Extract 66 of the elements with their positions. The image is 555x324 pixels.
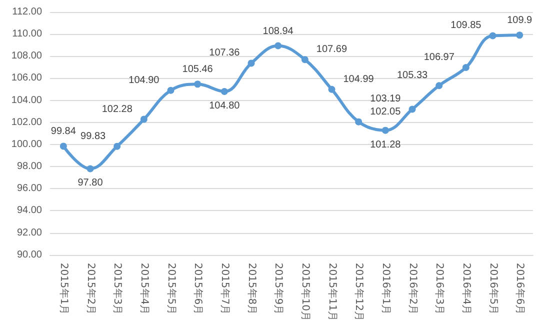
point bbox=[86, 165, 94, 172]
data-label: 99.84 bbox=[50, 126, 76, 138]
point bbox=[167, 86, 174, 94]
point bbox=[274, 42, 282, 50]
y-tick-label: 92.00 bbox=[16, 227, 42, 238]
data-label: 103.19 bbox=[370, 94, 402, 105]
x-tick-label: 2015年6月 bbox=[192, 262, 204, 315]
y-tick-label: 98.00 bbox=[16, 161, 42, 172]
y-tick-label: 90.00 bbox=[16, 249, 42, 260]
x-tick-label: 2015年7月 bbox=[218, 262, 231, 315]
x-tick-label: 2016年1月 bbox=[380, 262, 392, 315]
point bbox=[382, 126, 389, 134]
x-tick-label: 2015年2月 bbox=[84, 262, 97, 315]
point bbox=[220, 88, 228, 95]
point bbox=[516, 32, 524, 39]
x-tick-label: 2015年8月 bbox=[246, 262, 258, 315]
data-label: 105.46 bbox=[182, 64, 214, 76]
data-label: 102.28 bbox=[102, 104, 133, 115]
data-label: 109.85 bbox=[450, 20, 482, 32]
y-tick-label: 96.00 bbox=[16, 183, 42, 194]
x-tick-label: 2016年4月 bbox=[460, 262, 472, 315]
data-label: 107.36 bbox=[209, 48, 240, 59]
y-tick-label: 110.00 bbox=[12, 28, 42, 40]
x-tick-label: 2015年5月 bbox=[165, 262, 178, 315]
x-tick-label: 2015年3月 bbox=[112, 262, 124, 315]
point bbox=[114, 142, 121, 150]
data-label: 107.69 bbox=[316, 44, 348, 56]
x-tick-label: 2015年1月 bbox=[58, 262, 70, 315]
data-label: 99.83 bbox=[80, 130, 106, 142]
data-label: 106.97 bbox=[424, 52, 455, 64]
data-label: 105.33 bbox=[396, 70, 428, 82]
y-tick-label: 108.00 bbox=[11, 50, 42, 62]
data-label: 101.28 bbox=[370, 139, 402, 150]
point bbox=[248, 60, 255, 67]
x-tick-label: 2015年10月 bbox=[299, 262, 312, 322]
x-tick-label: 2016年2月 bbox=[406, 262, 419, 315]
x-tick-label: 2016年6月 bbox=[514, 262, 526, 315]
point bbox=[194, 80, 202, 88]
point bbox=[301, 56, 308, 64]
data-label: 104.80 bbox=[209, 100, 240, 112]
data-label: 97.80 bbox=[78, 178, 104, 189]
y-tick-label: 102.00 bbox=[11, 116, 42, 128]
x-tick-label: 2015年9月 bbox=[272, 262, 285, 315]
point bbox=[140, 116, 148, 123]
y-tick-label: 94.00 bbox=[16, 205, 42, 216]
data-label: 108.94 bbox=[262, 26, 294, 37]
y-tick-label: 104.00 bbox=[11, 94, 42, 106]
y-tick-label: 100.00 bbox=[11, 138, 42, 150]
data-label: 104.99 bbox=[343, 74, 374, 85]
point bbox=[489, 32, 496, 40]
x-tick-label: 2015年11月 bbox=[326, 262, 338, 322]
point bbox=[436, 82, 443, 90]
data-label: 104.90 bbox=[128, 74, 160, 86]
point bbox=[355, 118, 362, 126]
data-label: 102.05 bbox=[370, 106, 402, 118]
x-tick-label: 2016年5月 bbox=[487, 262, 500, 315]
point bbox=[408, 106, 416, 113]
y-tick-label: 112.00 bbox=[12, 6, 42, 18]
point bbox=[60, 142, 67, 150]
data-label: 109.9 bbox=[507, 15, 533, 26]
x-tick-label: 2015年12月 bbox=[353, 262, 366, 322]
x-tick-label: 2016年3月 bbox=[434, 262, 446, 315]
point bbox=[462, 64, 470, 72]
point bbox=[328, 86, 336, 93]
y-tick-label: 106.00 bbox=[11, 72, 42, 84]
x-tick-label: 2015年4月 bbox=[138, 262, 150, 315]
